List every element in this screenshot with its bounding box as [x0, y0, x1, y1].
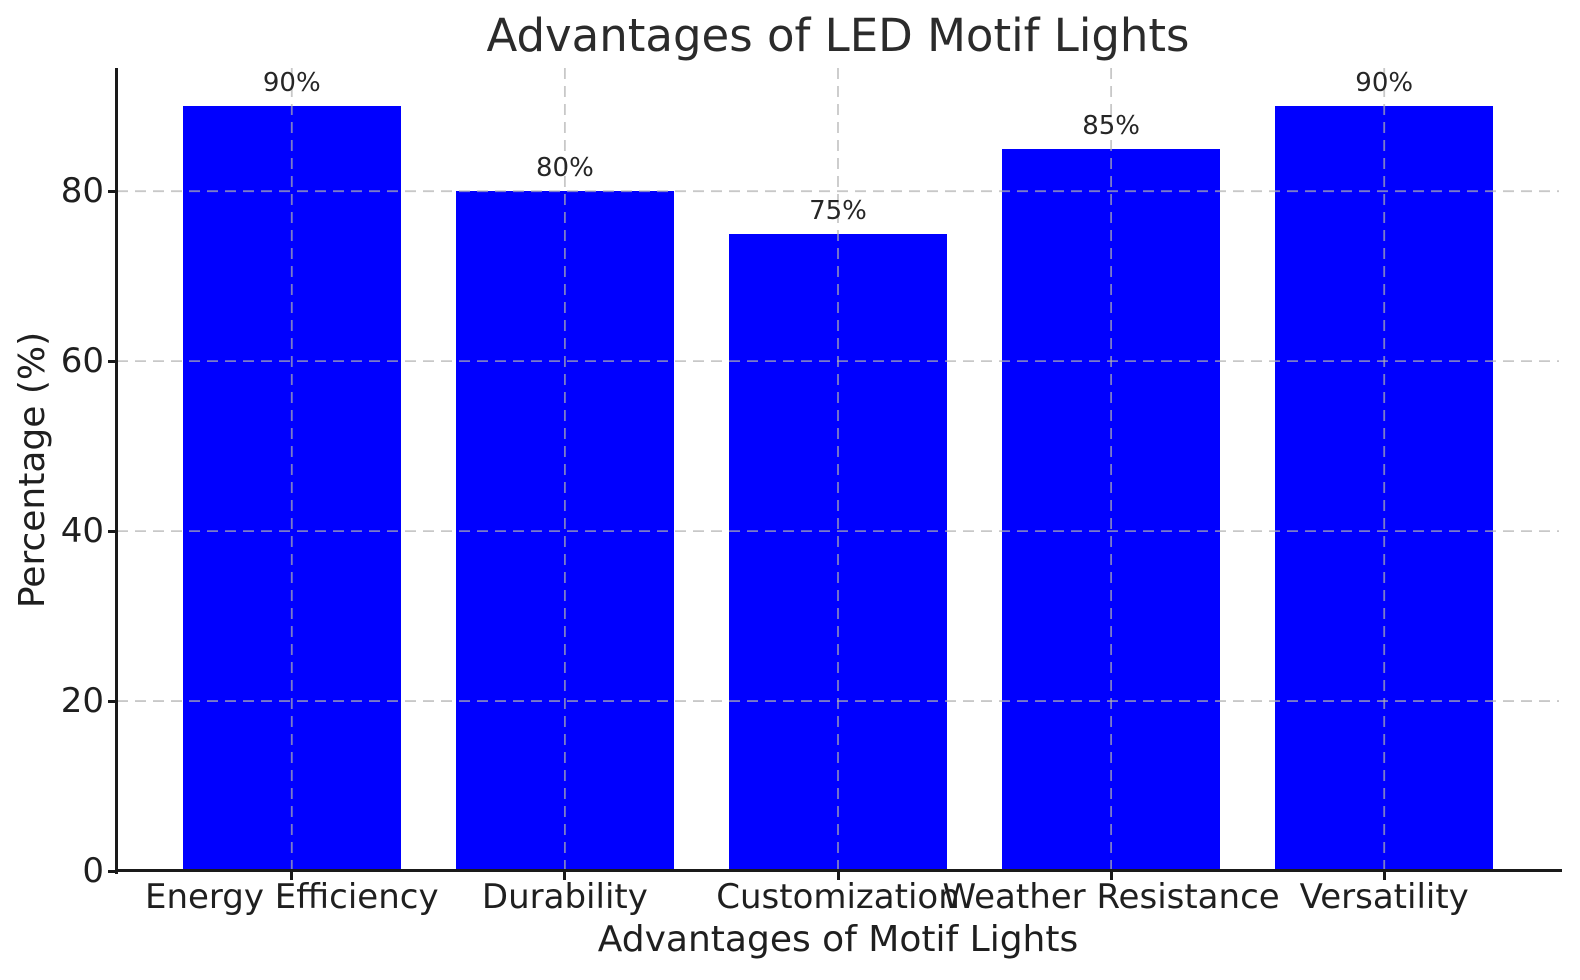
- y-tick-label-60: 60: [60, 341, 104, 382]
- y-tick-40: [108, 529, 117, 533]
- bar-weather-resistance: [1001, 148, 1221, 871]
- plot-area: 90% 80% 75% 85% 90%: [117, 68, 1559, 871]
- bar-value-label-versatility: 90%: [1355, 68, 1414, 99]
- y-tick-label-80: 80: [60, 171, 104, 212]
- x-tick-energy-efficiency: [290, 871, 294, 880]
- y-tick-label-0: 0: [82, 851, 104, 891]
- y-tick-label-40: 40: [60, 511, 104, 552]
- x-tick-label-durability: Durability: [481, 877, 648, 917]
- y-axis-spine: [115, 68, 118, 874]
- x-tick-durability: [563, 871, 567, 880]
- x-tick-versatility: [1382, 871, 1386, 880]
- bar-energy-efficiency: [182, 106, 402, 871]
- x-tick-label-versatility: Versatility: [1299, 877, 1469, 917]
- y-tick-80: [108, 189, 117, 193]
- bar-value-label-weather-resistance: 85%: [1082, 110, 1140, 141]
- bar-value-label-durability: 80%: [535, 153, 594, 184]
- x-tick-label-customization: Customization: [716, 877, 960, 917]
- bar-versatility: [1274, 106, 1494, 871]
- y-tick-20: [108, 699, 117, 703]
- y-tick-60: [108, 359, 117, 363]
- x-tick-weather-resistance: [1109, 871, 1113, 880]
- bar-value-label-energy-efficiency: 90%: [262, 68, 321, 99]
- chart-title: Advantages of LED Motif Lights: [486, 9, 1190, 62]
- bar-durability: [455, 191, 675, 871]
- bar-value-label-customization: 75%: [809, 195, 867, 226]
- x-tick-label-energy-efficiency: Energy Efficiency: [144, 877, 439, 917]
- bar-customization: [728, 233, 948, 871]
- x-tick-label-weather-resistance: Weather Resistance: [942, 877, 1280, 917]
- x-tick-customization: [836, 871, 840, 880]
- y-tick-label-20: 20: [60, 681, 104, 722]
- y-tick-0: [108, 869, 117, 873]
- x-axis-label: Advantages of Motif Lights: [597, 919, 1079, 960]
